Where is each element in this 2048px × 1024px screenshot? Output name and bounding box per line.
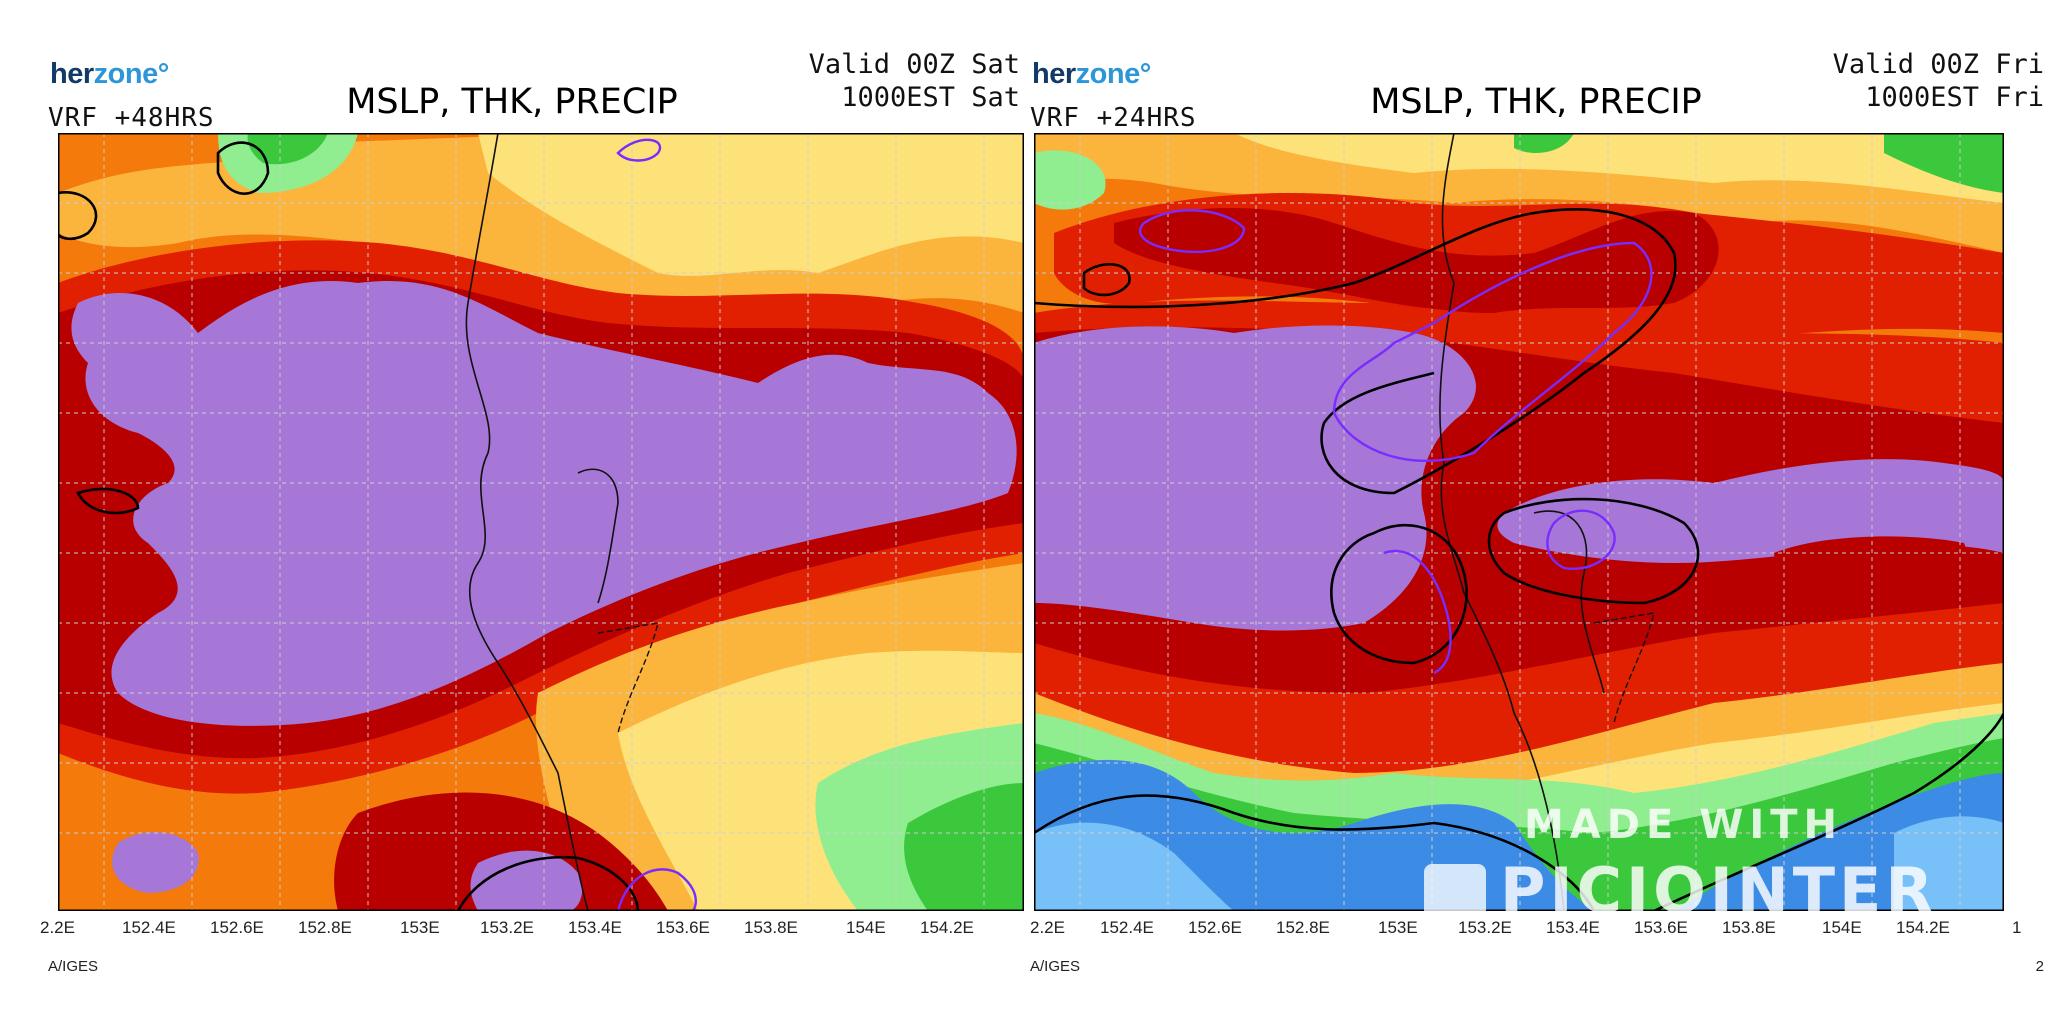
isobar-west [76, 487, 140, 515]
state-border [1439, 133, 1565, 911]
lon-tick: 153.6E [1634, 918, 1688, 937]
lon-tick: 154E [1822, 918, 1862, 937]
coast-line [577, 468, 619, 604]
precip-dark-red-east-band [1774, 536, 1966, 583]
lon-tick: 152.8E [1276, 918, 1330, 937]
lon-tick: 152.8E [298, 918, 352, 937]
graticule [58, 133, 1024, 911]
lon-tick: 153.2E [480, 918, 534, 937]
isobar-south-west [1034, 794, 1596, 911]
map-title: MSLP, THK, PRECIP [1370, 82, 1702, 122]
coast-dashed [1593, 612, 1655, 724]
longitude-axis: 2.2E 152.4E 152.6E 152.8E 153E 153.2E 15… [1030, 918, 2048, 948]
precip-dark-red-north [1114, 208, 1719, 313]
lon-tick: 154E [846, 918, 886, 937]
lon-tick: 153.6E [656, 918, 710, 937]
valid-time: Valid 00Z Fri 1000EST Fri [1833, 48, 2044, 114]
lon-tick: 2.2E [1030, 918, 1065, 937]
light-green-northwest [1034, 150, 1106, 210]
thickness-contour-northwest [1138, 209, 1246, 254]
lon-tick: 153.4E [1546, 918, 1600, 937]
lon-tick: 154.2E [920, 918, 974, 937]
thickness-contour-north [616, 138, 662, 162]
band-green-south [904, 783, 1024, 911]
valid-time-local: 1000EST Sat [841, 82, 1020, 113]
isobar-northwest [1082, 263, 1131, 297]
lon-tick: 152.4E [122, 918, 176, 937]
green-north [247, 133, 328, 165]
band-yellow-north [478, 133, 1024, 276]
lon-tick: 153.8E [1722, 918, 1776, 937]
green-northeast [1884, 133, 2004, 193]
edge-cut-label: 2 [2035, 958, 2044, 975]
lon-tick: 153.8E [744, 918, 798, 937]
precip-map-graphic [58, 133, 1024, 911]
model-forecast-label: VRF +24HRS [1030, 103, 1197, 133]
thickness-contour-coastal [1383, 549, 1452, 675]
map-panel-plus24: herzone° VRF +24HRS MSLP, THK, PRECIP Va… [1024, 0, 2048, 1024]
isobar-central-low [1034, 208, 1677, 495]
precip-purple-south [470, 850, 583, 911]
lon-tick: 153E [1378, 918, 1418, 937]
data-credit: A/IGES [1030, 958, 1081, 975]
thickness-contour-east [1546, 509, 1616, 570]
data-credit: A/IGES [48, 958, 99, 975]
graticule [1034, 133, 2004, 911]
precip-purple-west [1034, 325, 1476, 631]
thickness-contour-central [1332, 241, 1653, 463]
precip-map [58, 133, 1024, 911]
valid-time-utc: Valid 00Z Sat [808, 49, 1020, 80]
isobar-south [456, 855, 640, 911]
precip-map-graphic [1034, 133, 2004, 911]
coast-dashed [597, 622, 659, 734]
valid-time-local: 1000EST Fri [1865, 82, 2044, 113]
isobar-coastal-low [1330, 523, 1468, 665]
map-panel-plus48: herzone° VRF +48HRS MSLP, THK, PRECIP Va… [40, 48, 1024, 975]
precip-light-blue-southeast [1894, 816, 2004, 911]
valid-time-utc: Valid 00Z Fri [1832, 49, 2044, 80]
precip-map [1034, 133, 2004, 911]
lon-tick: 152.4E [1100, 918, 1154, 937]
lon-tick: 153E [400, 918, 440, 937]
longitude-axis: 2.2E 152.4E 152.6E 152.8E 153E 153.2E 15… [40, 918, 1024, 948]
isobar-south-east [1653, 712, 2004, 911]
precip-light-blue-southwest [1034, 822, 1234, 911]
lon-tick: 152.6E [1188, 918, 1242, 937]
weatherzone-logo: herzone° [50, 58, 169, 90]
isobar-northwest [58, 191, 98, 241]
precip-purple-southwest [112, 832, 199, 893]
model-forecast-label: VRF +48HRS [48, 103, 215, 133]
state-border [465, 133, 589, 911]
lon-tick: 1 [2012, 918, 2022, 937]
band-yellow-north [1234, 133, 2004, 203]
lon-tick: 154.2E [1896, 918, 1950, 937]
valid-time: Valid 00Z Sat 1000EST Sat [809, 48, 1020, 114]
lon-tick: 153.2E [1458, 918, 1512, 937]
lon-tick: 152.6E [210, 918, 264, 937]
weatherzone-logo: herzone° [1032, 58, 1151, 90]
lon-tick: 153.4E [568, 918, 622, 937]
precip-dark-red-south [334, 792, 668, 911]
map-title: MSLP, THK, PRECIP [346, 82, 678, 122]
isobar-north [216, 141, 270, 195]
lon-tick: 2.2E [40, 918, 75, 937]
thickness-contour-south [616, 868, 697, 911]
isobar-east-low [1487, 497, 1700, 605]
green-north [1514, 133, 1574, 153]
